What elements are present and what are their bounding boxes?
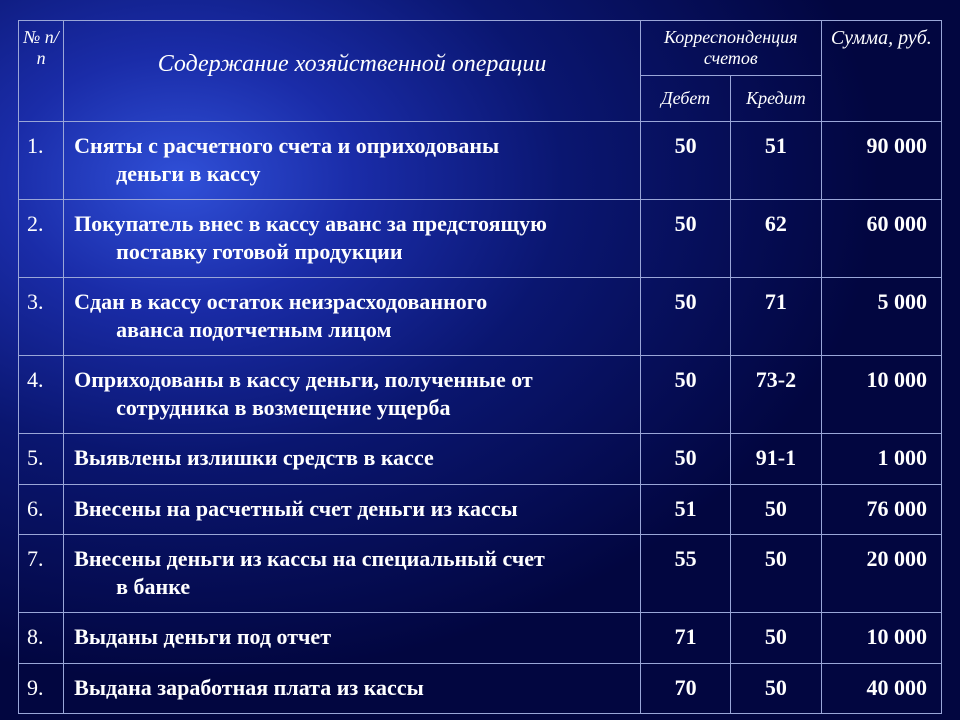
- cell-desc: Внесены на расчетный счет деньги из касс…: [64, 484, 641, 535]
- cell-debit: 50: [641, 278, 731, 356]
- cell-debit: 70: [641, 663, 731, 714]
- cell-credit: 50: [731, 663, 821, 714]
- desc-line1: Внесены деньги из кассы на специальный с…: [74, 546, 545, 571]
- cell-debit: 71: [641, 613, 731, 664]
- desc-line2: сотрудника в возмещение ущерба: [74, 394, 632, 422]
- cell-credit: 62: [731, 200, 821, 278]
- cell-credit: 50: [731, 535, 821, 613]
- cell-sum: 10 000: [821, 613, 941, 664]
- desc-line1: Выявлены излишки средств в кассе: [74, 445, 434, 470]
- cell-sum: 60 000: [821, 200, 941, 278]
- cell-debit: 50: [641, 356, 731, 434]
- desc-line1: Выдана заработная плата из кассы: [74, 675, 424, 700]
- cell-credit: 51: [731, 122, 821, 200]
- cell-num: 1.: [19, 122, 64, 200]
- cell-credit: 73-2: [731, 356, 821, 434]
- desc-line1: Оприходованы в кассу деньги, полученные …: [74, 367, 533, 392]
- col-header-num: № п/п: [19, 21, 64, 122]
- table-header: № п/п Содержание хозяйственной операции …: [19, 21, 942, 122]
- table-row: 2. Покупатель внес в кассу аванс за предс…: [19, 200, 942, 278]
- cell-sum: 1 000: [821, 434, 941, 485]
- cell-desc: Покупатель внес в кассу аванс за предсто…: [64, 200, 641, 278]
- cell-num: 7.: [19, 535, 64, 613]
- cell-credit: 71: [731, 278, 821, 356]
- table-row: 9. Выдана заработная плата из кассы 705040…: [19, 663, 942, 714]
- desc-line2: поставку готовой продукции: [74, 238, 632, 266]
- table-row: 1.Сняты с расчетного счета и оприходован…: [19, 122, 942, 200]
- slide: № п/п Содержание хозяйственной операции …: [0, 0, 960, 720]
- col-header-credit: Кредит: [731, 76, 821, 122]
- table-row: 6. Внесены на расчетный счет деньги из ка…: [19, 484, 942, 535]
- operations-table: № п/п Содержание хозяйственной операции …: [18, 20, 942, 714]
- desc-line2: в банке: [74, 573, 632, 601]
- table-row: 3.Сдан в кассу остаток неизрасходованног…: [19, 278, 942, 356]
- cell-num: 9.: [19, 663, 64, 714]
- cell-desc: Выявлены излишки средств в кассе: [64, 434, 641, 485]
- cell-desc: Выданы деньги под отчет: [64, 613, 641, 664]
- cell-sum: 76 000: [821, 484, 941, 535]
- cell-debit: 50: [641, 434, 731, 485]
- desc-line2: аванса подотчетным лицом: [74, 316, 632, 344]
- table-row: 5. Выявлены излишки средств в кассе 5091-1…: [19, 434, 942, 485]
- cell-sum: 20 000: [821, 535, 941, 613]
- col-header-sum: Сумма, руб.: [821, 21, 941, 122]
- cell-desc: Выдана заработная плата из кассы: [64, 663, 641, 714]
- table-row: 8. Выданы деньги под отчет 715010 000: [19, 613, 942, 664]
- col-header-corr: Корреспонденция счетов: [641, 21, 822, 76]
- cell-num: 2.: [19, 200, 64, 278]
- cell-debit: 51: [641, 484, 731, 535]
- cell-desc: Сдан в кассу остаток неизрасходованногоа…: [64, 278, 641, 356]
- cell-desc: Внесены деньги из кассы на специальный с…: [64, 535, 641, 613]
- desc-line1: Сняты с расчетного счета и оприходованы: [74, 133, 499, 158]
- cell-num: 4.: [19, 356, 64, 434]
- table-body: 1.Сняты с расчетного счета и оприходован…: [19, 122, 942, 714]
- cell-debit: 50: [641, 122, 731, 200]
- cell-desc: Оприходованы в кассу деньги, полученные …: [64, 356, 641, 434]
- cell-credit: 50: [731, 484, 821, 535]
- cell-num: 5.: [19, 434, 64, 485]
- desc-line1: Выданы деньги под отчет: [74, 624, 331, 649]
- cell-sum: 10 000: [821, 356, 941, 434]
- cell-num: 6.: [19, 484, 64, 535]
- desc-line1: Сдан в кассу остаток неизрасходованного: [74, 289, 487, 314]
- cell-sum: 90 000: [821, 122, 941, 200]
- cell-num: 3.: [19, 278, 64, 356]
- cell-sum: 40 000: [821, 663, 941, 714]
- cell-credit: 91-1: [731, 434, 821, 485]
- cell-sum: 5 000: [821, 278, 941, 356]
- table-row: 4. Оприходованы в кассу деньги, полученны…: [19, 356, 942, 434]
- col-header-desc: Содержание хозяйственной операции: [64, 21, 641, 122]
- cell-debit: 55: [641, 535, 731, 613]
- desc-line1: Покупатель внес в кассу аванс за предсто…: [74, 211, 547, 236]
- desc-line2: деньги в кассу: [74, 160, 632, 188]
- desc-line1: Внесены на расчетный счет деньги из касс…: [74, 496, 518, 521]
- cell-num: 8.: [19, 613, 64, 664]
- table-row: 7. Внесены деньги из кассы на специальный…: [19, 535, 942, 613]
- cell-credit: 50: [731, 613, 821, 664]
- cell-debit: 50: [641, 200, 731, 278]
- col-header-debit: Дебет: [641, 76, 731, 122]
- cell-desc: Сняты с расчетного счета и оприходованыд…: [64, 122, 641, 200]
